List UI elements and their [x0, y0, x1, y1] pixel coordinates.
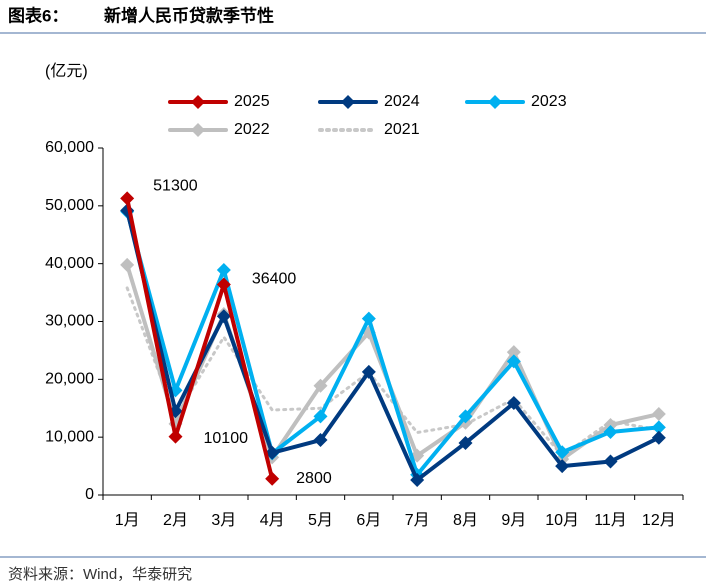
x-tick-label: 10月	[545, 512, 579, 529]
marker	[313, 409, 328, 424]
y-tick-label: 0	[85, 486, 94, 503]
unit-label: (亿元)	[45, 62, 88, 80]
marker	[168, 429, 183, 444]
figure-label: 图表6：	[8, 5, 68, 25]
x-tick-label: 2月	[163, 512, 188, 529]
marker	[120, 191, 135, 206]
marker	[603, 454, 618, 469]
x-tick-label: 11月	[594, 512, 627, 529]
legend-marker	[488, 95, 502, 109]
x-tick-label: 6月	[356, 512, 381, 529]
marker	[361, 311, 376, 326]
y-tick-label: 20,000	[45, 371, 94, 388]
legend-label: 2021	[384, 121, 420, 138]
x-tick-label: 8月	[453, 512, 478, 529]
data-label: 2800	[296, 470, 332, 487]
marker	[651, 420, 666, 435]
marker	[506, 345, 521, 360]
y-tick-label: 10,000	[45, 428, 94, 445]
legend-label: 2025	[234, 93, 270, 110]
legend-label: 2024	[384, 93, 420, 110]
y-tick-label: 30,000	[45, 313, 94, 330]
x-tick-label: 5月	[308, 512, 333, 529]
legend-marker	[191, 95, 205, 109]
marker	[651, 430, 666, 445]
marker	[603, 424, 618, 439]
marker	[458, 409, 473, 424]
marker	[506, 354, 521, 369]
marker	[458, 435, 473, 450]
y-tick-label: 60,000	[45, 139, 94, 156]
series-line	[125, 196, 275, 481]
marker	[313, 433, 328, 448]
y-tick-label: 40,000	[45, 255, 94, 272]
data-label: 51300	[153, 178, 198, 195]
series-line	[125, 209, 661, 477]
marker	[216, 309, 231, 324]
legend-marker	[191, 123, 205, 137]
marker	[555, 459, 570, 474]
legend-marker	[341, 95, 355, 109]
x-tick-label: 1月	[115, 512, 140, 529]
marker	[120, 203, 135, 218]
data-label: 36400	[252, 271, 297, 288]
marker	[216, 263, 231, 278]
marker	[265, 445, 280, 460]
data-label: 10100	[204, 430, 249, 447]
source: 资料来源：Wind，华泰研究	[8, 566, 192, 583]
x-tick-label: 12月	[642, 512, 676, 529]
legend-label: 2022	[234, 121, 270, 138]
y-tick-label: 50,000	[45, 197, 94, 214]
marker	[506, 396, 521, 411]
marker	[410, 472, 425, 487]
x-tick-label: 7月	[405, 512, 430, 529]
marker	[216, 277, 231, 292]
marker	[265, 471, 280, 486]
series-line	[125, 208, 661, 482]
legend-label: 2023	[531, 93, 567, 110]
marker	[651, 407, 666, 422]
x-tick-label: 4月	[260, 512, 285, 529]
marker	[555, 445, 570, 460]
marker	[120, 257, 135, 272]
x-tick-label: 9月	[501, 512, 526, 529]
marker	[313, 378, 328, 393]
marker	[361, 364, 376, 379]
chart-title: 新增人民币贷款季节性	[104, 5, 274, 25]
x-tick-label: 3月	[211, 512, 236, 529]
